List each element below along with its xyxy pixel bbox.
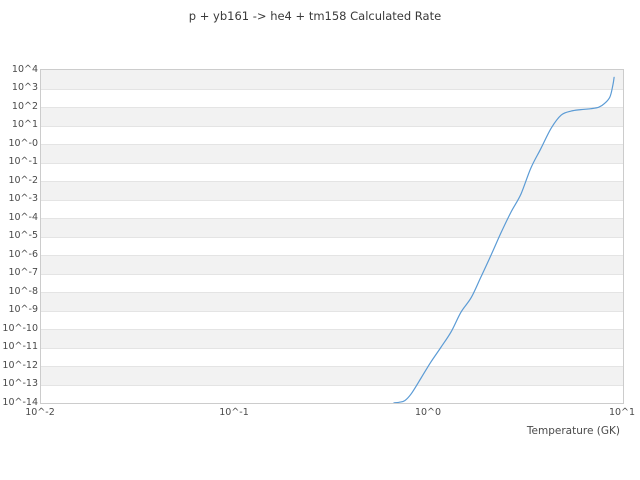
decade-band <box>41 218 623 237</box>
decade-band <box>41 89 623 107</box>
y-tick-label: 10^-0 <box>8 137 38 149</box>
decade-band <box>41 274 623 292</box>
gridline <box>41 107 623 108</box>
y-tick-label: 10^-9 <box>8 304 38 315</box>
decade-band <box>41 385 623 403</box>
y-tick-label: 10^1 <box>11 119 38 130</box>
y-tick-label: 10^-8 <box>8 285 38 297</box>
gridline <box>41 292 623 293</box>
x-axis-label: Temperature (GK) <box>526 425 620 437</box>
decade-band <box>41 329 623 348</box>
decade-band <box>41 107 623 126</box>
y-tick-label: 10^-3 <box>8 193 38 204</box>
decade-band <box>41 144 623 163</box>
plot-area <box>40 69 624 404</box>
gridline <box>41 163 623 164</box>
decade-band <box>41 255 623 274</box>
gridline <box>41 237 623 238</box>
gridline <box>41 126 623 127</box>
gridline <box>41 366 623 367</box>
y-tick-label: 10^-2 <box>8 174 38 186</box>
decade-band <box>41 237 623 255</box>
y-tick-label: 10^-1 <box>8 156 38 167</box>
y-tick-label: 10^4 <box>11 63 38 75</box>
rate-curve <box>393 76 615 403</box>
y-tick-label: 10^-6 <box>8 248 38 260</box>
rate-curve-svg <box>393 76 615 403</box>
gridline <box>41 329 623 330</box>
gridline <box>41 385 623 386</box>
decade-band <box>41 348 623 366</box>
y-tick-label: 10^-10 <box>2 322 38 334</box>
y-tick-label: 10^2 <box>11 100 38 112</box>
gridline <box>41 89 623 90</box>
gridline <box>41 144 623 145</box>
y-tick-label: 10^-13 <box>2 378 38 389</box>
decade-band <box>41 200 623 218</box>
decade-band <box>41 311 623 329</box>
y-tick-label: 10^-12 <box>2 359 38 371</box>
gridline <box>41 200 623 201</box>
decade-band <box>41 292 623 311</box>
y-tick-label: 10^-14 <box>2 396 38 408</box>
decade-band <box>41 70 623 89</box>
chart-title: p + yb161 -> he4 + tm158 Calculated Rate <box>188 9 442 23</box>
gridline <box>41 348 623 349</box>
decade-band <box>41 366 623 385</box>
y-tick-label: 10^-7 <box>8 267 38 278</box>
decade-band <box>41 163 623 181</box>
x-tick-label: 10^0 <box>414 407 442 418</box>
gridline <box>41 181 623 182</box>
y-tick-label: 10^-11 <box>2 341 38 352</box>
gridline <box>41 274 623 275</box>
x-tick-label: 10^1 <box>608 407 636 418</box>
gridline <box>41 255 623 256</box>
gridline <box>41 218 623 219</box>
y-tick-label: 10^-5 <box>8 230 38 241</box>
decade-band <box>41 126 623 144</box>
gridline <box>41 311 623 312</box>
x-tick-label: 10^-2 <box>25 407 55 418</box>
decade-band <box>41 181 623 200</box>
y-tick-label: 10^3 <box>11 82 38 93</box>
y-tick-label: 10^-4 <box>8 211 38 223</box>
x-tick-label: 10^-1 <box>219 407 249 418</box>
